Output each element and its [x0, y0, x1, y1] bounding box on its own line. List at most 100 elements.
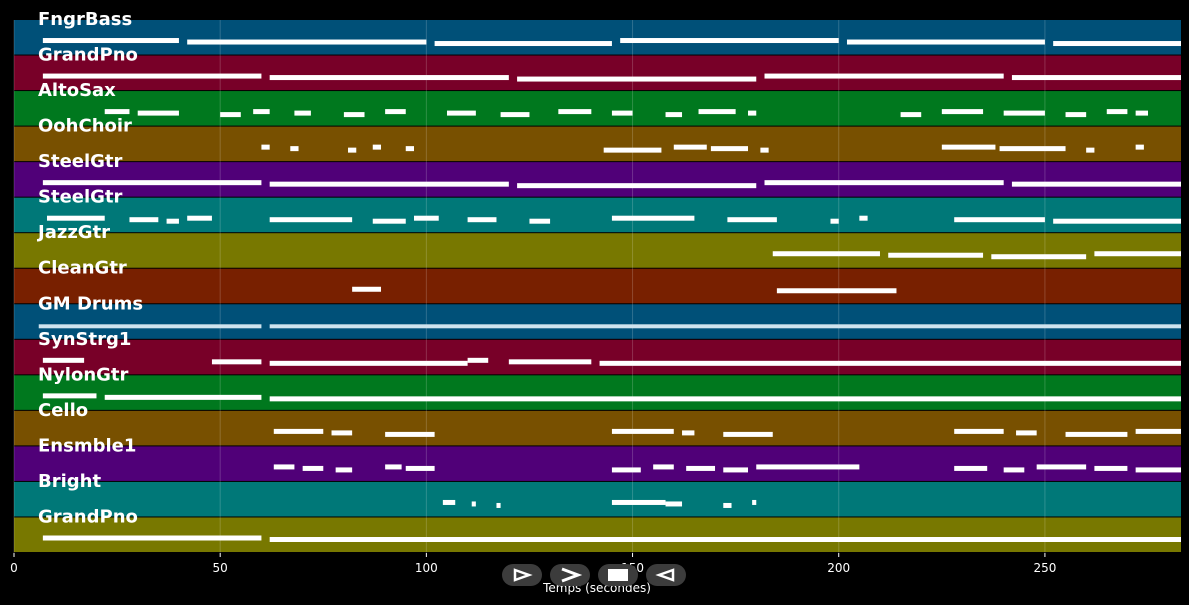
note-segment [682, 430, 695, 436]
note-segment [558, 109, 592, 115]
track-band [14, 55, 1181, 91]
track-band [14, 197, 1181, 233]
stop-icon [608, 569, 628, 581]
note-segment [211, 359, 262, 365]
note-segment [290, 146, 299, 152]
track-band [14, 375, 1181, 410]
note-segment [665, 112, 683, 118]
note-segment [446, 110, 476, 116]
note-segment [846, 39, 1045, 45]
note-segment [508, 359, 592, 365]
note-segment [467, 217, 497, 223]
note-segment [611, 428, 674, 434]
track-band [14, 446, 1181, 481]
note-segment [941, 109, 984, 115]
note-segment [686, 465, 716, 471]
note-segment [261, 144, 270, 150]
track-label: Bright [38, 471, 101, 492]
note-segment [1065, 112, 1087, 118]
track-label: Cello [38, 400, 88, 421]
note-segment [42, 180, 262, 186]
note-segment [611, 499, 666, 505]
note-segment [385, 431, 435, 437]
note-segment [1016, 430, 1037, 436]
note-segment [220, 112, 241, 118]
note-segment [665, 501, 683, 507]
stop-button[interactable] [598, 564, 638, 586]
note-segment [764, 180, 1004, 186]
note-segment [710, 146, 749, 152]
x-tick-label: 50 [213, 561, 228, 575]
track-band [14, 126, 1181, 162]
note-segment [104, 109, 130, 115]
note-segment [294, 110, 311, 116]
note-segment [385, 109, 406, 115]
track-band [14, 410, 1181, 446]
track-label: FngrBass [38, 9, 132, 30]
note-segment [42, 38, 179, 44]
note-segment [1003, 467, 1025, 473]
note-segment [42, 73, 262, 79]
note-segment [269, 360, 468, 366]
note-segment [1135, 110, 1149, 116]
note-segment [1135, 144, 1144, 150]
note-segment [673, 144, 707, 150]
note-segment [723, 467, 749, 473]
track-label: GrandPno [38, 506, 138, 527]
notes-layer [38, 38, 1181, 542]
note-segment [273, 464, 295, 470]
note-segment [471, 501, 476, 507]
note-segment [434, 41, 612, 47]
x-tick-label: 0 [10, 561, 18, 575]
note-segment [698, 109, 736, 115]
note-segment [273, 428, 324, 434]
note-segment [372, 144, 382, 150]
note-segment [496, 502, 501, 508]
note-segment [1053, 41, 1181, 47]
note-segment [941, 144, 996, 150]
note-segment [517, 183, 757, 189]
track-label: SteelGtr [38, 151, 123, 172]
note-segment [104, 394, 262, 400]
next-icon [561, 567, 583, 583]
note-segment [442, 499, 456, 505]
previous-icon [655, 568, 675, 582]
note-segment [253, 109, 270, 115]
note-segment [343, 112, 365, 118]
note-segment [748, 110, 757, 116]
note-segment [1094, 465, 1128, 471]
note-segment [46, 215, 105, 221]
track-band [14, 91, 1181, 126]
note-segment [269, 217, 353, 223]
note-segment [1036, 464, 1087, 470]
note-segment [603, 147, 662, 153]
note-segment [269, 396, 1181, 402]
note-segment [500, 112, 530, 118]
note-segment [335, 467, 353, 473]
note-segment [611, 110, 633, 116]
note-segment [467, 357, 489, 363]
play-button[interactable] [502, 564, 542, 586]
note-segment [352, 286, 382, 292]
track-band [14, 20, 1181, 55]
note-segment [269, 324, 1181, 329]
track-label: SynStrg1 [38, 329, 131, 350]
note-segment [1086, 147, 1095, 153]
note-segment [517, 76, 757, 82]
note-segment [166, 218, 179, 224]
note-segment [752, 499, 757, 505]
grid-layer [13, 20, 1046, 553]
track-label: AltoSax [38, 80, 116, 101]
note-segment [599, 360, 1181, 366]
track-label: NylonGtr [38, 364, 129, 385]
note-segment [187, 39, 427, 45]
previous-button[interactable] [646, 564, 686, 586]
note-segment [269, 181, 509, 187]
note-segment [772, 251, 880, 257]
note-segment [42, 393, 97, 399]
track-band [14, 233, 1181, 268]
tracks-layer [14, 20, 1181, 552]
next-button[interactable] [550, 564, 590, 586]
note-segment [723, 431, 773, 437]
